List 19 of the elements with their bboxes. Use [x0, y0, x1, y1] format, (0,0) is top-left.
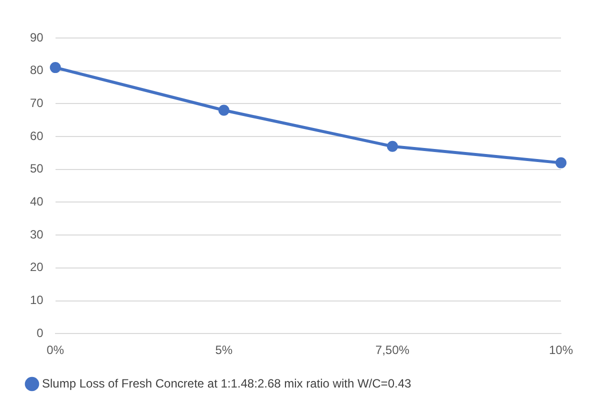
y-tick-label: 80 — [30, 63, 44, 78]
x-tick-label: 0% — [46, 343, 64, 358]
y-tick-label: 20 — [30, 260, 44, 274]
y-tick-label: 70 — [30, 96, 44, 110]
y-tick-label: 10 — [30, 293, 44, 308]
point — [555, 157, 566, 168]
point — [50, 62, 61, 74]
legend-label: Slump Loss of Fresh Concrete at 1:1.48:2.68 mix ratio with W/C=0.43 — [42, 376, 412, 390]
y-tick-label: 50 — [30, 162, 44, 176]
point — [386, 140, 398, 152]
x-tick-label: 10% — [548, 343, 574, 358]
y-tick-label: 30 — [30, 227, 44, 242]
y-tick-label: 90 — [30, 30, 44, 44]
y-tick-label: 0 — [36, 326, 44, 340]
y-tick-label: 60 — [30, 128, 44, 143]
point — [218, 104, 230, 116]
y-tick-label: 40 — [30, 194, 44, 209]
x-tick-label: 5% — [215, 343, 233, 358]
x-tick-label: 7,50% — [375, 343, 410, 358]
